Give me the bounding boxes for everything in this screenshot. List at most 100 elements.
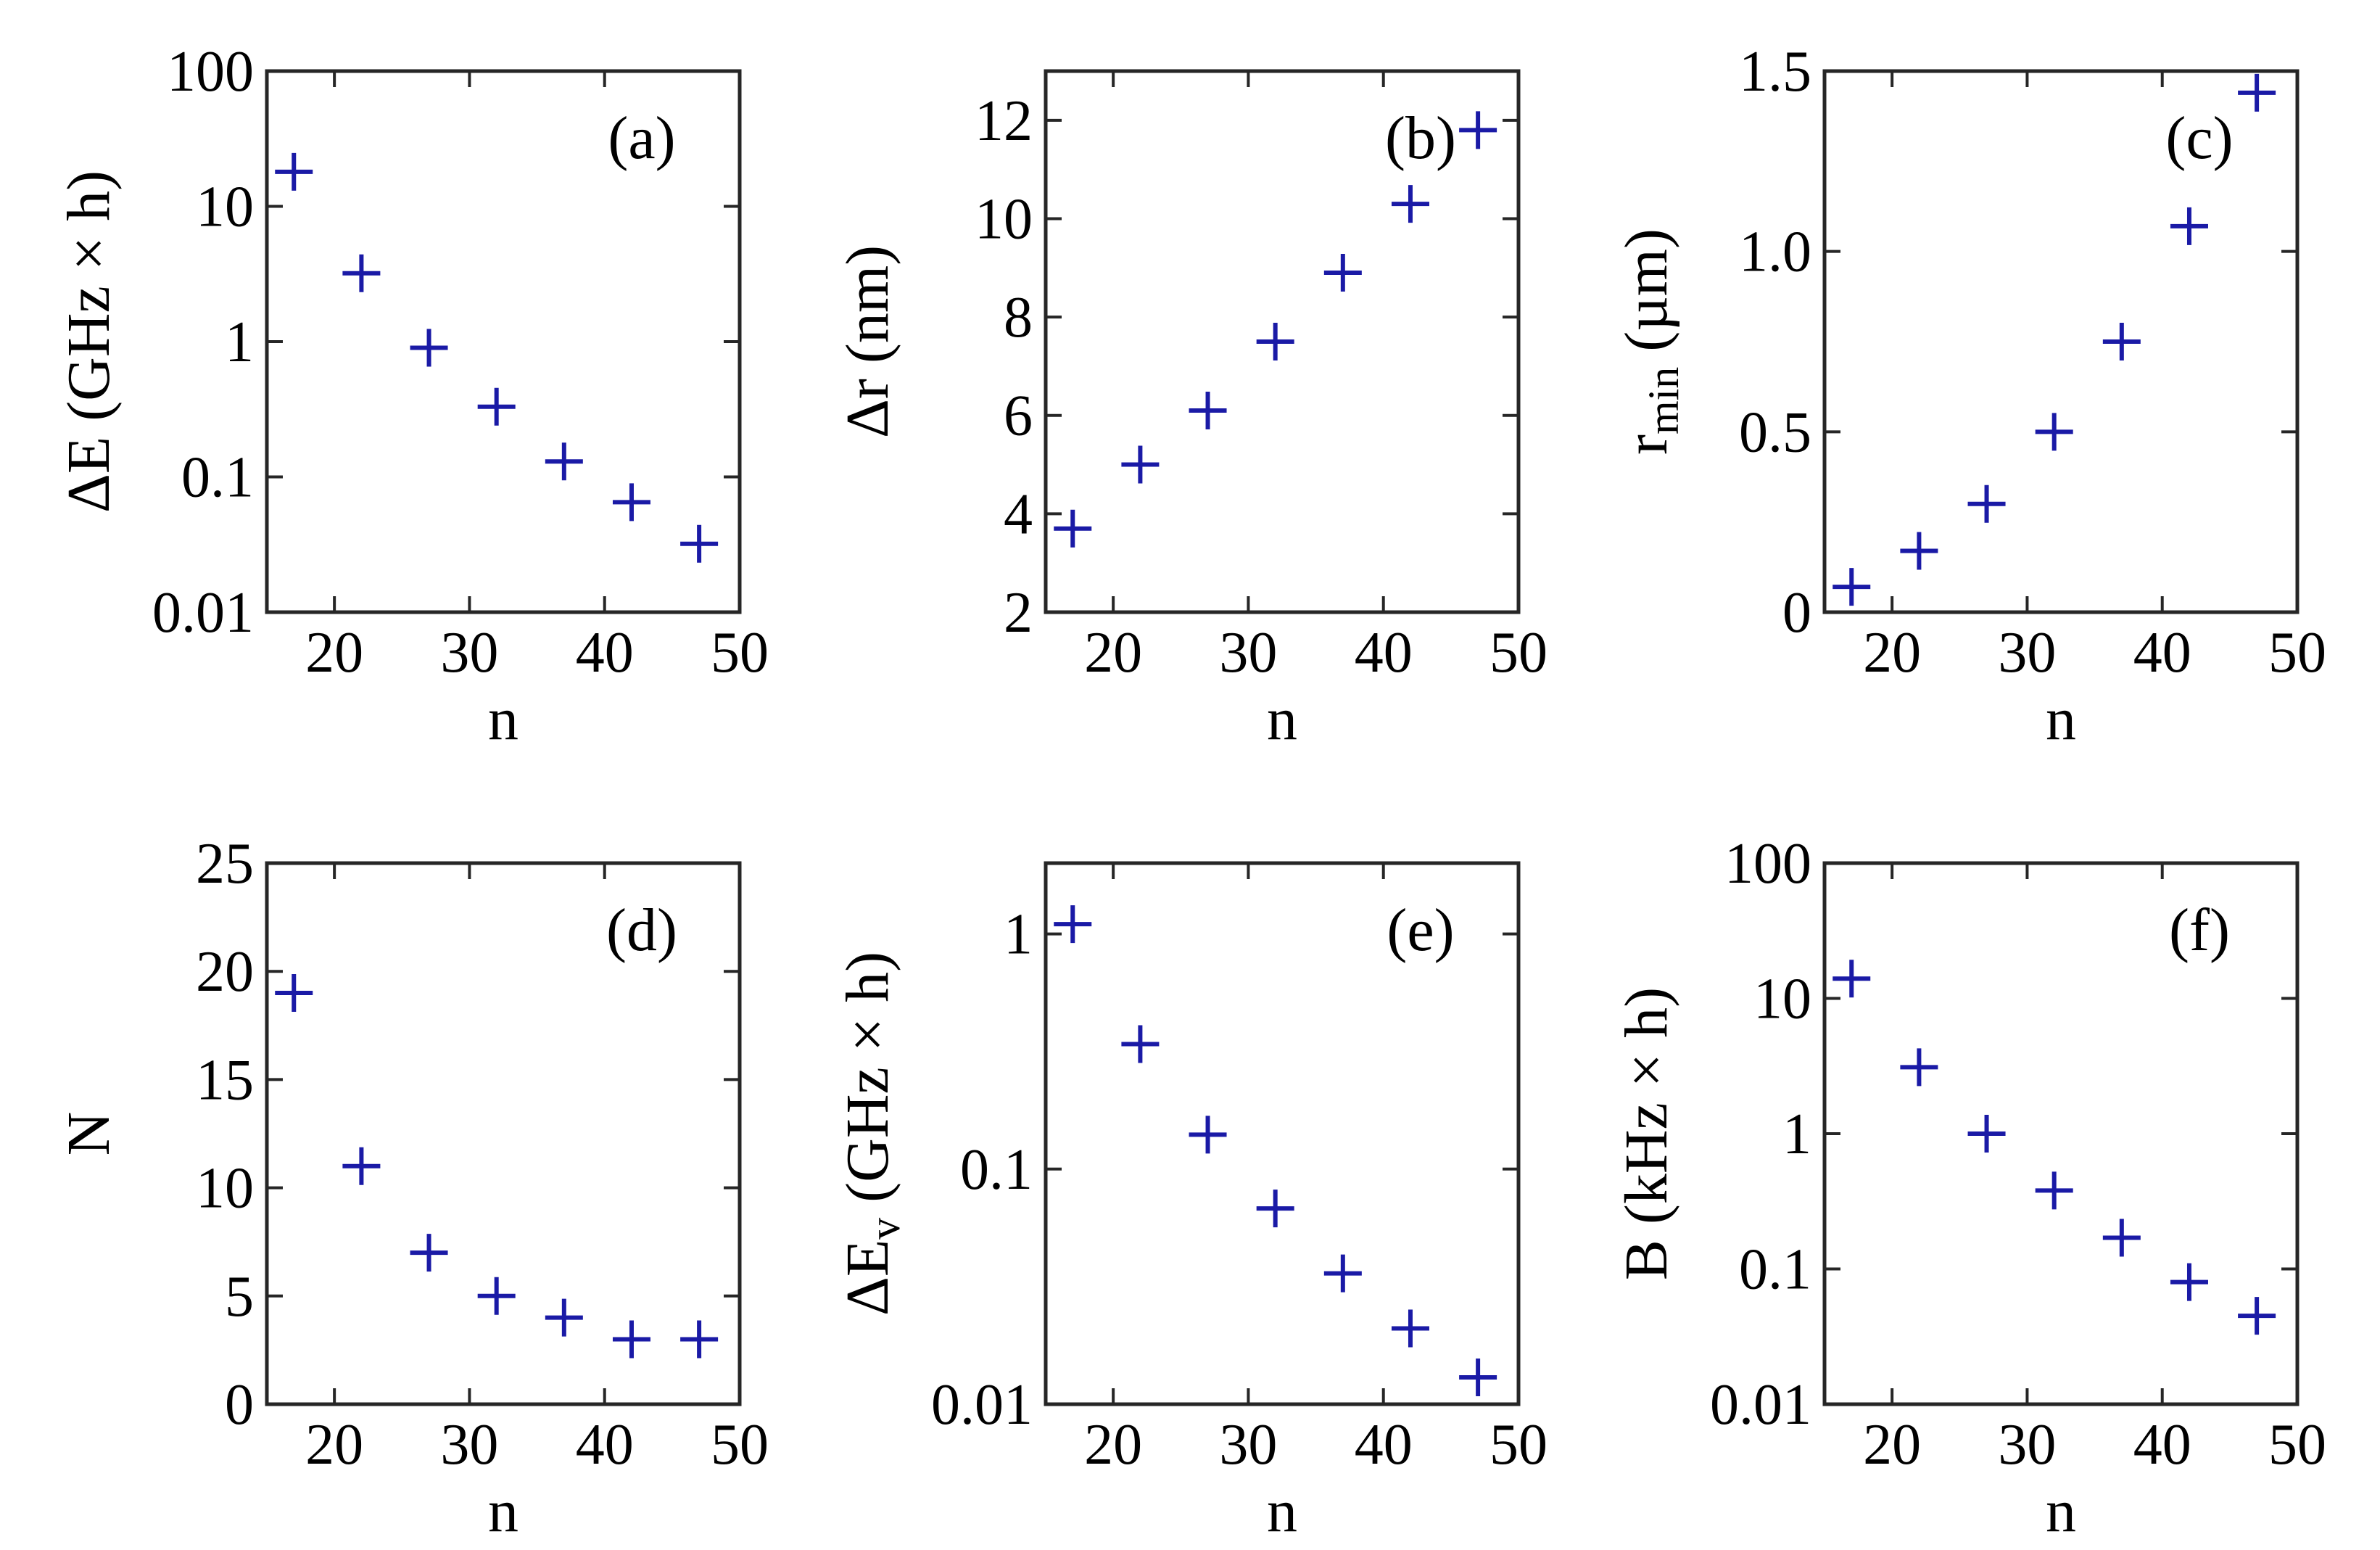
data-point: [410, 1234, 448, 1272]
x-tick-label: 50: [711, 621, 769, 685]
y-tick-label: 10: [196, 1157, 254, 1221]
x-tick-label: 30: [1219, 1413, 1277, 1477]
panel-label: (a): [608, 104, 675, 172]
y-axis-label: B (kHz × h): [1613, 987, 1680, 1280]
y-tick-label: 0.01: [152, 581, 254, 645]
data-point: [1256, 323, 1294, 360]
axis-frame: [265, 861, 742, 1406]
x-tick-label: 50: [2268, 621, 2326, 685]
x-tick-label: 20: [1863, 621, 1921, 685]
panel-e: 20 30 40 50 0.01 0.1 1 n ΔEv (GHz × h) (e): [834, 861, 1548, 1545]
data-point: [2238, 1297, 2276, 1335]
y-tick-label: 0.1: [181, 446, 254, 510]
x-tick-label: 20: [1084, 1413, 1142, 1477]
axis-frame: [1044, 861, 1521, 1406]
axis-frame: [1822, 69, 2300, 614]
data-point: [2035, 413, 2073, 451]
x-tick-label: 30: [1219, 621, 1277, 685]
data-point: [1967, 485, 2006, 523]
data-point: [1900, 1048, 1938, 1087]
y-tick-label: 1.5: [1739, 40, 1811, 104]
y-tick-label: 0.1: [960, 1138, 1033, 1202]
data-point: [1459, 111, 1497, 149]
x-tick-label: 40: [576, 1413, 634, 1477]
y-tick-label: 0.1: [1739, 1238, 1811, 1302]
y-tick-label: 15: [196, 1048, 254, 1112]
data-point: [342, 1147, 381, 1185]
data-point: [1459, 1359, 1497, 1397]
y-tick-label: 0: [225, 1373, 254, 1437]
x-tick-label: 20: [1084, 621, 1142, 685]
data-point: [1323, 1254, 1362, 1293]
y-axis-label: ΔE (GHz × h): [55, 170, 123, 513]
data-point: [275, 974, 313, 1013]
data-point: [342, 254, 381, 292]
data-point: [477, 1277, 516, 1315]
x-tick-label: 30: [1998, 1413, 2056, 1477]
data-point: [2238, 73, 2276, 112]
x-axis-label: n: [2046, 685, 2076, 753]
data-point: [1189, 1116, 1227, 1154]
data-point: [545, 1298, 583, 1337]
x-tick-label: 50: [1489, 1413, 1548, 1477]
x-tick-label: 40: [2133, 621, 2191, 685]
x-axis-label: n: [1267, 1477, 1297, 1545]
x-tick-label: 40: [2133, 1413, 2191, 1477]
data-point: [2035, 1171, 2073, 1210]
data-point: [2102, 323, 2141, 360]
x-tick-label: 40: [1355, 1413, 1413, 1477]
panel-f: 20 30 40 50 0.01 0.1 1 10 100 n B (kHz × h) (f): [1613, 832, 2326, 1545]
y-axis-label: ΔEv (GHz × h): [834, 952, 909, 1316]
data-point: [612, 483, 650, 522]
data-point: [1121, 1025, 1160, 1063]
panel-a: 20 30 40 50 0.01 0.1 1 10 100 n ΔE (GHz × h) (a): [55, 40, 769, 753]
x-axis-label: n: [2046, 1477, 2076, 1545]
x-axis-label: n: [488, 1477, 518, 1545]
x-tick-label: 20: [305, 621, 363, 685]
panel-label: (f): [2169, 896, 2230, 964]
data-point: [1967, 1115, 2006, 1153]
x-tick-label: 40: [1355, 621, 1413, 685]
x-tick-label: 30: [440, 1413, 498, 1477]
x-tick-label: 50: [711, 1413, 769, 1477]
data-point: [1832, 960, 1871, 998]
panel-label: (d): [606, 896, 677, 964]
y-tick-label: 4: [1004, 482, 1033, 546]
y-tick-label: 10: [1753, 968, 1811, 1031]
axis-frame: [1044, 69, 1521, 614]
data-point: [1189, 391, 1227, 429]
panel-label: (b): [1385, 104, 1456, 172]
y-tick-label: 0.01: [1710, 1373, 1811, 1437]
data-point: [612, 1320, 650, 1359]
panel-c: 20 30 40 50 0 0.5 1.0 1.5 n rmin (µm) (c): [1613, 40, 2326, 753]
y-tick-label: 1.0: [1739, 220, 1811, 284]
y-tick-label: 10: [196, 176, 254, 239]
data-point: [1391, 1309, 1429, 1348]
data-point: [1900, 532, 1938, 570]
x-tick-label: 30: [440, 621, 498, 685]
y-tick-label: 0: [1782, 581, 1811, 645]
data-point: [1832, 568, 1871, 606]
x-tick-label: 50: [2268, 1413, 2326, 1477]
panel-d: 20 30 40 50 0 5 10 15 20 25 n N (d): [55, 832, 769, 1545]
y-tick-label: 10: [975, 187, 1033, 251]
data-point: [2170, 1263, 2208, 1301]
x-tick-label: 20: [1863, 1413, 1921, 1477]
x-tick-label: 20: [305, 1413, 363, 1477]
y-tick-label: 1: [225, 310, 254, 374]
x-tick-label: 40: [576, 621, 634, 685]
x-tick-label: 30: [1998, 621, 2056, 685]
y-tick-label: 0.01: [931, 1373, 1033, 1437]
data-point: [545, 442, 583, 481]
y-axis-label: rmin (µm): [1613, 228, 1687, 455]
y-tick-label: 0.5: [1739, 400, 1811, 464]
panel-label: (e): [1387, 896, 1454, 964]
y-tick-label: 2: [1004, 581, 1033, 645]
y-axis-label: Δr (nm): [834, 245, 901, 438]
data-point: [2102, 1219, 2141, 1257]
data-point: [410, 329, 448, 367]
data-point: [1054, 905, 1092, 944]
panel-label: (c): [2165, 104, 2233, 172]
x-tick-label: 50: [1489, 621, 1548, 685]
